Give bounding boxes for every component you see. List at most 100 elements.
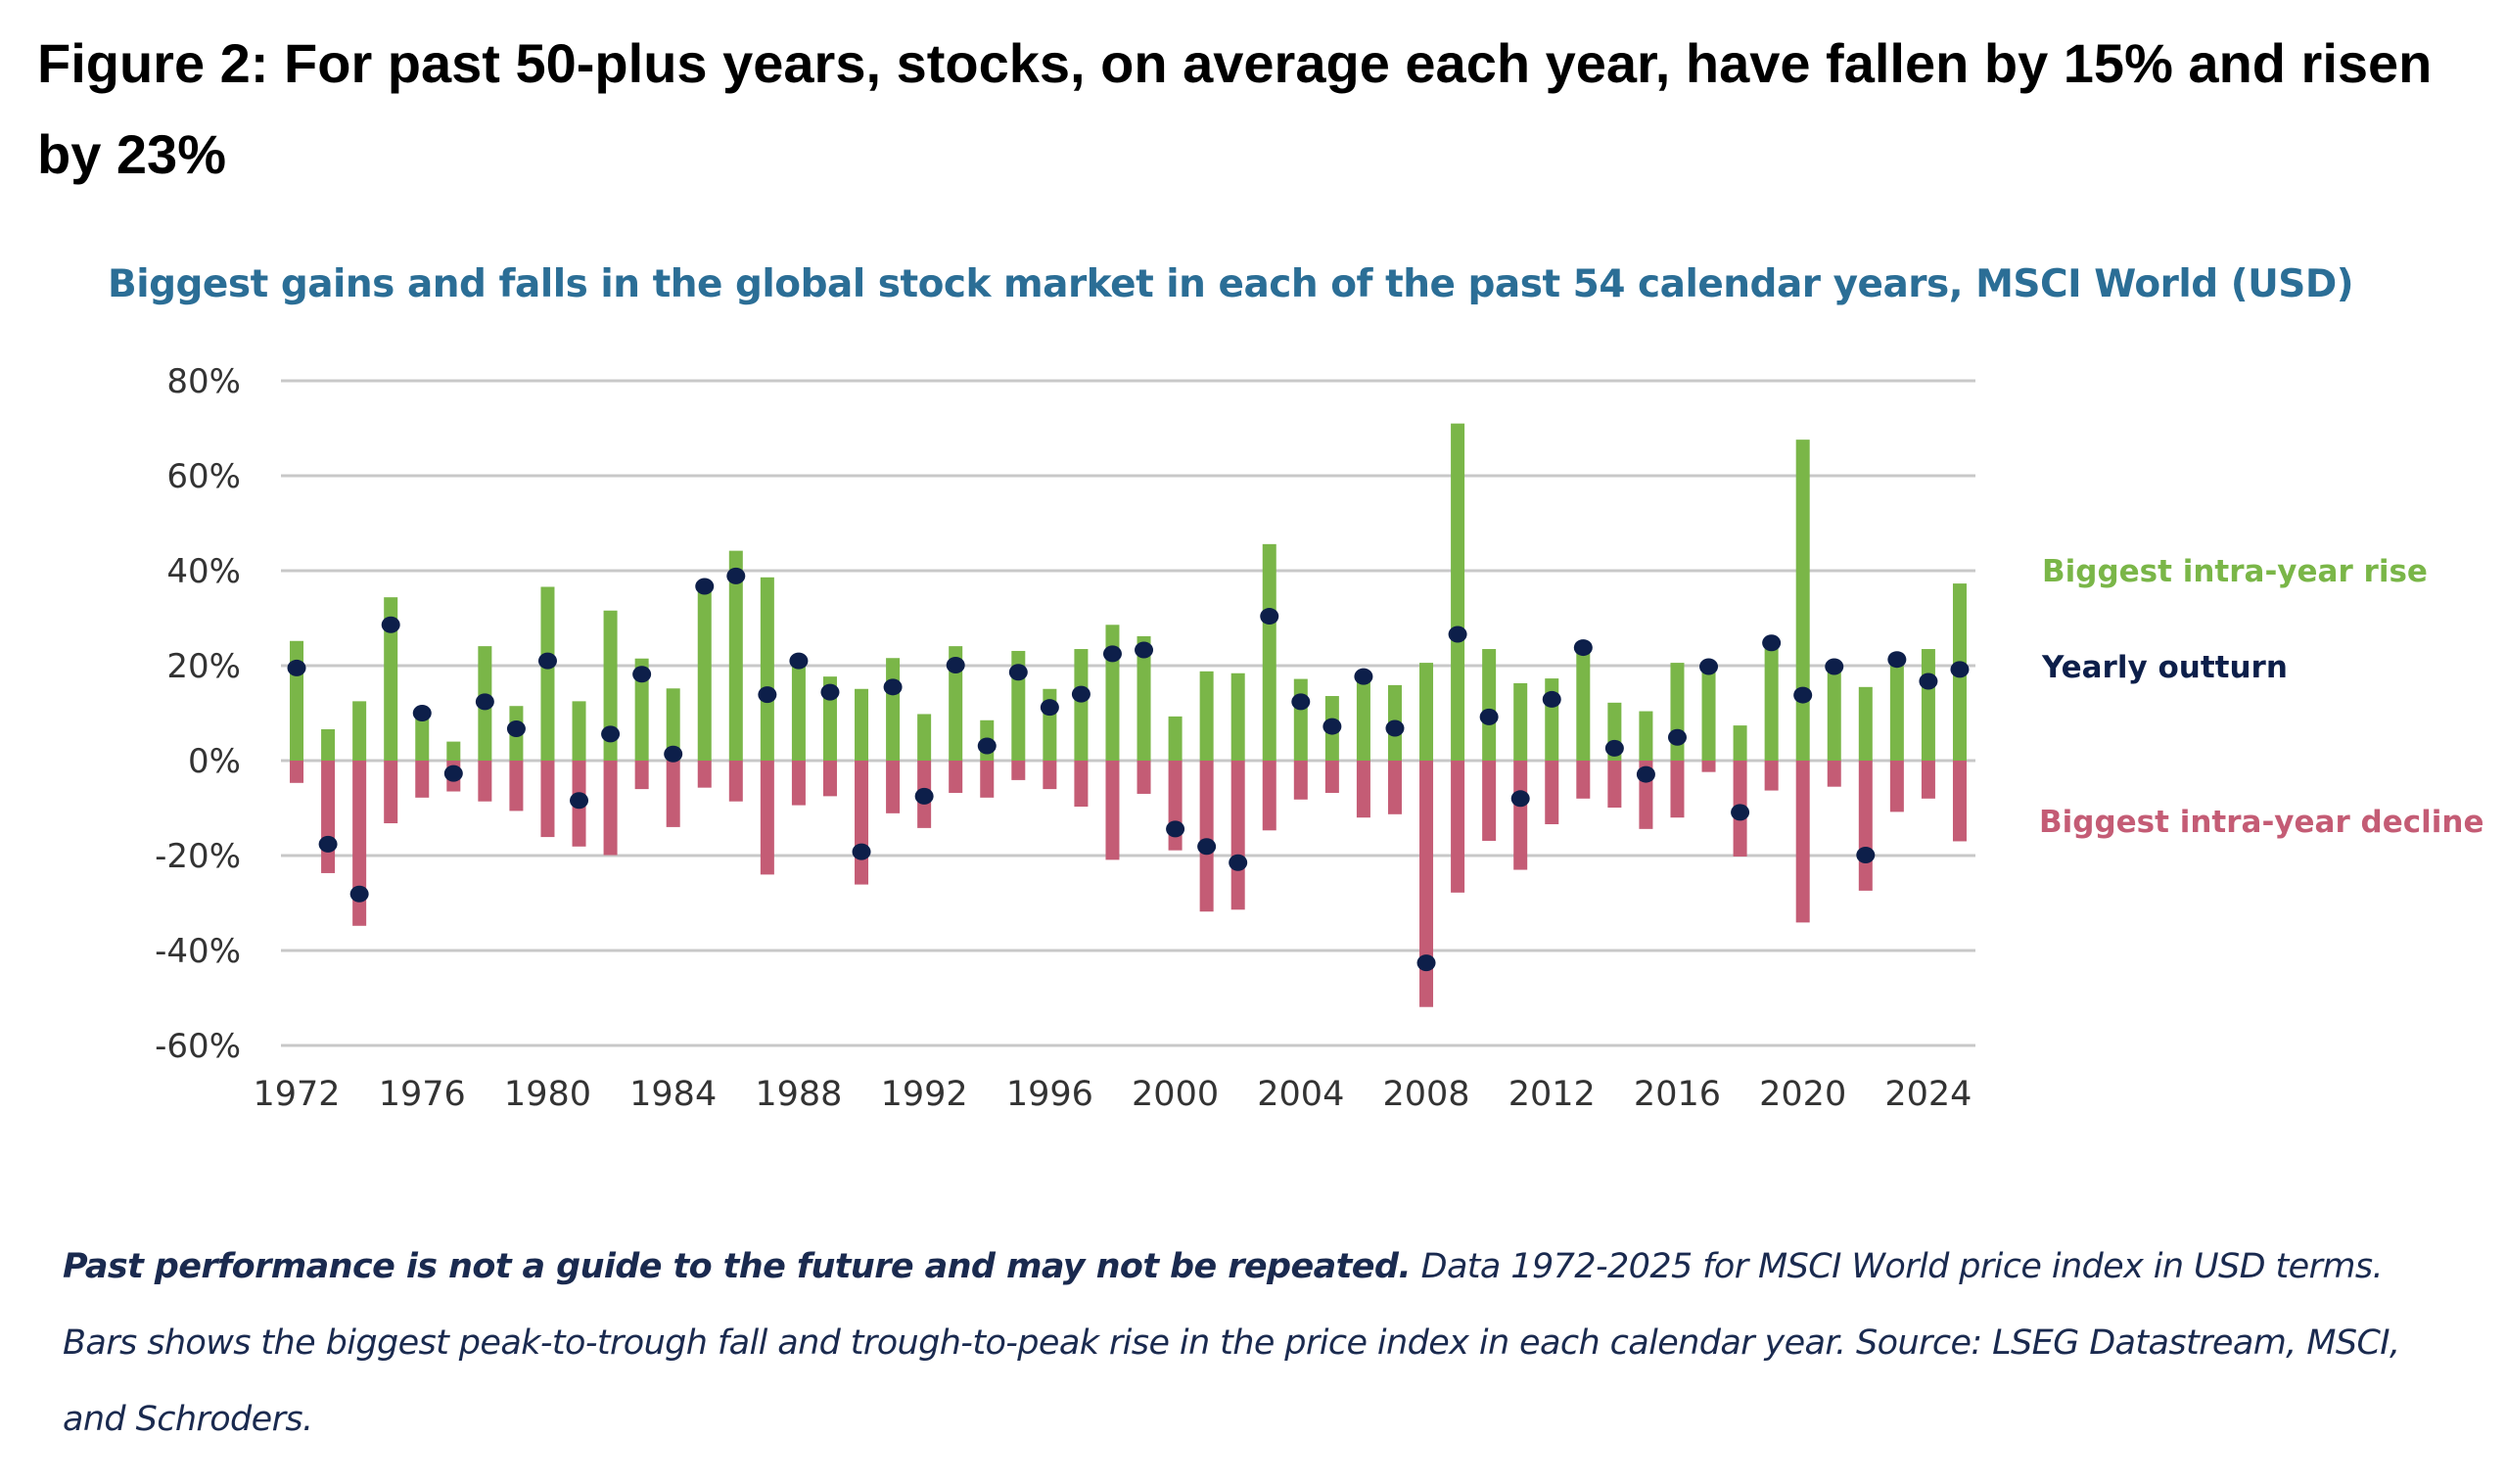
outturn-dot [1291, 693, 1311, 711]
rise-bar [1230, 672, 1245, 761]
rise-bar [1889, 659, 1904, 761]
rise-bar [1733, 725, 1747, 761]
decline-bar [634, 761, 649, 790]
rise-bar [415, 715, 430, 761]
footnote-disclaimer: Past performance is not a guide to the f… [63, 1247, 1412, 1286]
decline-bar [1043, 761, 1057, 790]
rise-bar [1576, 648, 1591, 761]
outturn-dot [1856, 847, 1876, 864]
figure-title: Figure 2: For past 50-plus years, stocks… [37, 32, 2433, 185]
decline-bar [666, 761, 680, 827]
rise-bar [1701, 666, 1716, 761]
decline-bar [1074, 761, 1089, 808]
decline-bar [1387, 761, 1402, 814]
decline-bar [509, 761, 524, 812]
outturn-dot [695, 578, 715, 595]
rise-bar [1545, 678, 1559, 761]
rise-bar [855, 688, 869, 761]
rise-bar [572, 701, 586, 761]
outturn-dot [1197, 838, 1217, 856]
outturn-dot [852, 843, 871, 860]
outturn-dot [1636, 765, 1655, 783]
rise-bar [634, 658, 649, 761]
decline-bar [540, 761, 555, 838]
decline-bar [791, 761, 806, 806]
chart-title: Biggest gains and falls in the global st… [108, 262, 2354, 306]
legend-rise: Biggest intra-year rise [2042, 554, 2428, 589]
rise-bar [1199, 671, 1214, 761]
outturn-dot [1135, 641, 1154, 659]
rise-bar [1795, 440, 1810, 761]
rise-bar [1670, 663, 1685, 761]
decline-bar [384, 761, 398, 824]
outturn-dot [1323, 718, 1342, 735]
y-tick-label: 80% [166, 362, 241, 401]
outturn-dot [1793, 686, 1813, 704]
decline-bar [1952, 761, 1967, 842]
decline-bar [728, 761, 743, 802]
decline-bar [290, 761, 304, 783]
rise-bar [886, 658, 901, 761]
outturn-dot [443, 765, 463, 782]
rise-bar [1827, 666, 1841, 761]
rise-bar [697, 585, 712, 761]
outturn-dot [726, 567, 746, 584]
x-tick-label: 1980 [504, 1075, 591, 1114]
decline-bar [1513, 761, 1528, 870]
decline-bar [1827, 761, 1841, 787]
outturn-dot [1416, 954, 1436, 972]
rise-bar [1137, 635, 1151, 761]
rise-bar [917, 714, 932, 761]
x-tick-label: 1984 [629, 1075, 717, 1114]
outturn-dot [1229, 854, 1248, 871]
outturn-dot [789, 652, 809, 670]
outturn-dot [1071, 685, 1091, 703]
decline-bar [603, 761, 618, 856]
rise-bar [1451, 423, 1465, 761]
rise-bar [603, 610, 618, 761]
outturn-dot [506, 720, 526, 738]
x-tick-label: 2020 [1759, 1075, 1846, 1114]
decline-bar [1576, 761, 1591, 799]
rise-bar [666, 688, 680, 761]
outturn-dot [758, 686, 777, 704]
decline-bar [980, 761, 995, 798]
outturn-dot [1604, 739, 1624, 757]
outturn-dot [1354, 668, 1373, 685]
y-tick-label: 40% [166, 552, 241, 591]
decline-bar [886, 761, 901, 813]
outturn-dot [1260, 608, 1279, 626]
outturn-dot [1008, 664, 1028, 681]
rise-bar [1356, 676, 1370, 761]
outturn-dot [914, 787, 934, 805]
y-tick-label: -40% [155, 932, 241, 971]
rise-bar [1921, 649, 1935, 761]
outturn-dot [632, 666, 652, 683]
outturn-dot [381, 616, 400, 633]
decline-bar [1607, 761, 1622, 809]
y-tick-label: 60% [166, 457, 241, 496]
x-tick-label: 2024 [1884, 1075, 1972, 1114]
decline-bar [321, 761, 336, 873]
outturn-dot [475, 693, 494, 711]
decline-bar [352, 761, 367, 926]
outturn-dot [977, 737, 997, 755]
rise-bar [1074, 649, 1089, 761]
decline-bar [1105, 761, 1120, 860]
decline-bar [1419, 761, 1434, 1007]
outturn-dot [1166, 820, 1185, 838]
outturn-dot [946, 657, 965, 674]
outturn-dot [883, 678, 903, 696]
decline-bar [1137, 761, 1151, 794]
outturn-dot [1510, 790, 1530, 808]
outturn-dot [1542, 690, 1561, 708]
outturn-dot [820, 683, 840, 701]
rise-bar [1262, 543, 1276, 761]
outturn-dot [287, 659, 306, 676]
outturn-dot [1699, 658, 1719, 675]
x-tick-label: 1972 [253, 1075, 340, 1114]
x-tick-label: 2000 [1132, 1075, 1219, 1114]
outturn-dot [1731, 804, 1750, 821]
decline-bar [697, 761, 712, 788]
